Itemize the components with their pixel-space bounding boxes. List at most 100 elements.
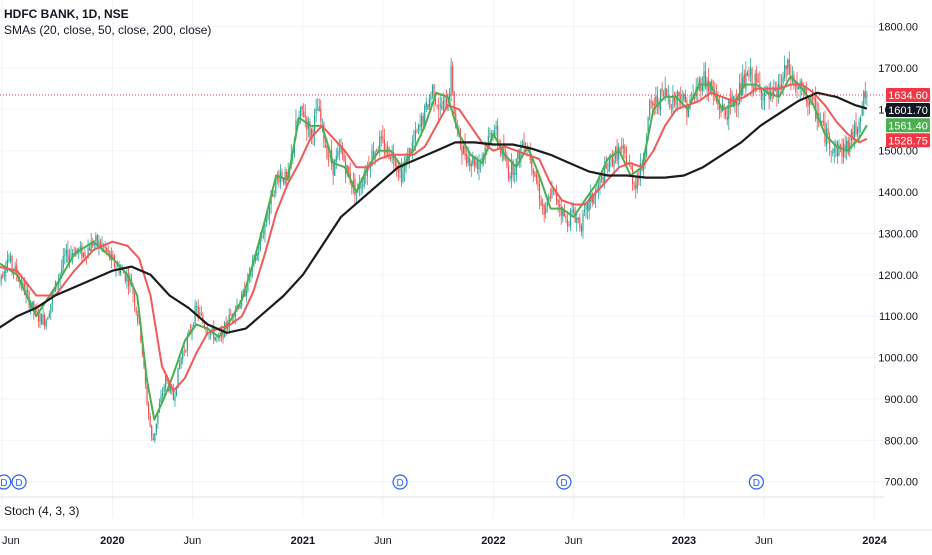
- candle-body: [365, 175, 366, 176]
- candle-body: [160, 396, 161, 403]
- candle-body: [440, 104, 441, 107]
- candle-body: [95, 236, 96, 241]
- candle-body: [786, 66, 787, 70]
- candle-body: [838, 144, 839, 155]
- x-tick-label: 2021: [291, 535, 315, 547]
- dividend-marker[interactable]: D: [557, 475, 571, 489]
- candle-body: [430, 95, 431, 99]
- candle-body: [478, 163, 479, 169]
- candle-body: [137, 315, 138, 322]
- y-tick-label: 1200.00: [878, 270, 918, 282]
- candle-body: [379, 137, 380, 151]
- candle-body: [108, 250, 109, 251]
- candle-body: [571, 210, 572, 212]
- x-tick-label: 2020: [100, 535, 124, 547]
- candle-body: [1, 276, 2, 278]
- indicator-legend[interactable]: SMAs (20, close, 50, close, 200, close): [4, 23, 211, 37]
- candle-body: [537, 180, 538, 185]
- candle-body: [427, 104, 428, 109]
- candle-body: [361, 186, 362, 188]
- sma-line-2: [0, 85, 867, 391]
- candle-body: [46, 321, 47, 327]
- candle-body: [444, 97, 445, 98]
- candle-body: [601, 176, 602, 179]
- candle-body: [399, 168, 400, 171]
- y-tick-label: 1700.00: [878, 63, 918, 75]
- candle-body: [320, 109, 321, 121]
- candle-body: [661, 88, 662, 91]
- candle-body: [286, 172, 287, 178]
- candle-body: [426, 102, 427, 108]
- candle-body: [748, 74, 749, 76]
- candle-body: [162, 393, 163, 396]
- candle-body: [471, 163, 472, 167]
- y-tick-label: 900.00: [884, 394, 918, 406]
- candle-body: [725, 109, 726, 115]
- candle-body: [702, 85, 703, 90]
- candle-body: [246, 291, 247, 297]
- candle-body: [581, 226, 582, 232]
- candle-body: [841, 149, 842, 157]
- candle-body: [41, 314, 42, 324]
- stochastic-pane-label[interactable]: Stoch (4, 3, 3): [4, 504, 79, 518]
- candle-body: [412, 142, 413, 151]
- candle-body: [558, 200, 559, 204]
- candle-body: [626, 155, 627, 164]
- candle-body: [758, 81, 759, 82]
- candle-body: [77, 248, 78, 251]
- candle-body: [452, 66, 453, 92]
- dividend-marker[interactable]: D: [0, 475, 11, 489]
- y-tick-label: 1500.00: [878, 146, 918, 158]
- dividend-marker[interactable]: D: [12, 475, 26, 489]
- candle-body: [328, 156, 329, 157]
- candle-body: [70, 254, 71, 256]
- candle-body: [657, 95, 658, 104]
- chart-title[interactable]: HDFC BANK, 1D, NSE: [4, 7, 129, 21]
- candle-body: [182, 352, 183, 359]
- candle-body: [42, 315, 43, 325]
- candle-body: [150, 416, 151, 427]
- candle-body: [550, 197, 551, 198]
- candle-body: [860, 117, 861, 121]
- candle-body: [8, 260, 9, 261]
- dividend-letter: D: [753, 478, 760, 489]
- candle-body: [762, 99, 763, 100]
- candle-body: [36, 311, 37, 313]
- candle-body: [660, 89, 661, 110]
- candle-body: [837, 142, 838, 156]
- candle-body: [381, 137, 382, 138]
- y-tick-label: 800.00: [884, 435, 918, 447]
- price-label: 1634.60: [886, 88, 930, 102]
- candle-body: [401, 167, 402, 183]
- candle-body: [421, 116, 422, 127]
- candle-body: [576, 218, 577, 223]
- candle-body: [274, 195, 275, 196]
- candle-body: [855, 122, 856, 133]
- candle-body: [750, 69, 751, 75]
- candle-body: [156, 424, 157, 433]
- dividend-marker[interactable]: D: [393, 475, 407, 489]
- candle-body: [416, 132, 417, 133]
- candle-body: [703, 71, 704, 85]
- candle-body: [429, 98, 430, 107]
- candle-body: [47, 318, 48, 320]
- candle-body: [66, 250, 67, 255]
- x-tick-label: 2022: [481, 535, 505, 547]
- candle-body: [151, 426, 152, 437]
- candle-body: [567, 219, 568, 226]
- candle-body: [302, 106, 303, 110]
- candle-body: [764, 92, 765, 100]
- candle-body: [278, 178, 279, 183]
- candle-body: [568, 224, 569, 225]
- candle-body: [300, 107, 301, 116]
- candle-body: [423, 116, 424, 125]
- candle-body: [565, 216, 566, 218]
- candle-body: [649, 101, 650, 118]
- candle-body: [814, 97, 815, 99]
- price-label: 1601.70: [886, 103, 930, 117]
- price-label-text: 1561.40: [888, 120, 928, 132]
- dividend-marker[interactable]: D: [749, 475, 763, 489]
